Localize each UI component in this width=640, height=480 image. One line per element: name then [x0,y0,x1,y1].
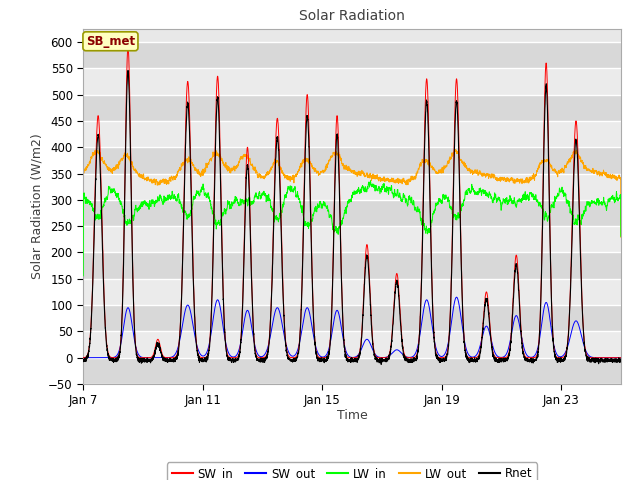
Bar [83,279,621,305]
Bar [83,358,621,384]
Bar [83,226,621,252]
Title: Solar Radiation: Solar Radiation [299,10,405,24]
Bar [83,252,621,279]
Bar [83,42,621,68]
Bar [83,200,621,226]
Y-axis label: Solar Radiation (W/m2): Solar Radiation (W/m2) [31,133,44,279]
Bar [83,331,621,358]
Bar [83,121,621,147]
Bar [83,305,621,331]
Bar [83,95,621,121]
Bar [83,173,621,200]
Legend: SW_in, SW_out, LW_in, LW_out, Rnet: SW_in, SW_out, LW_in, LW_out, Rnet [167,462,537,480]
Bar [83,68,621,95]
Bar [83,147,621,173]
X-axis label: Time: Time [337,409,367,422]
Text: SB_met: SB_met [86,35,135,48]
